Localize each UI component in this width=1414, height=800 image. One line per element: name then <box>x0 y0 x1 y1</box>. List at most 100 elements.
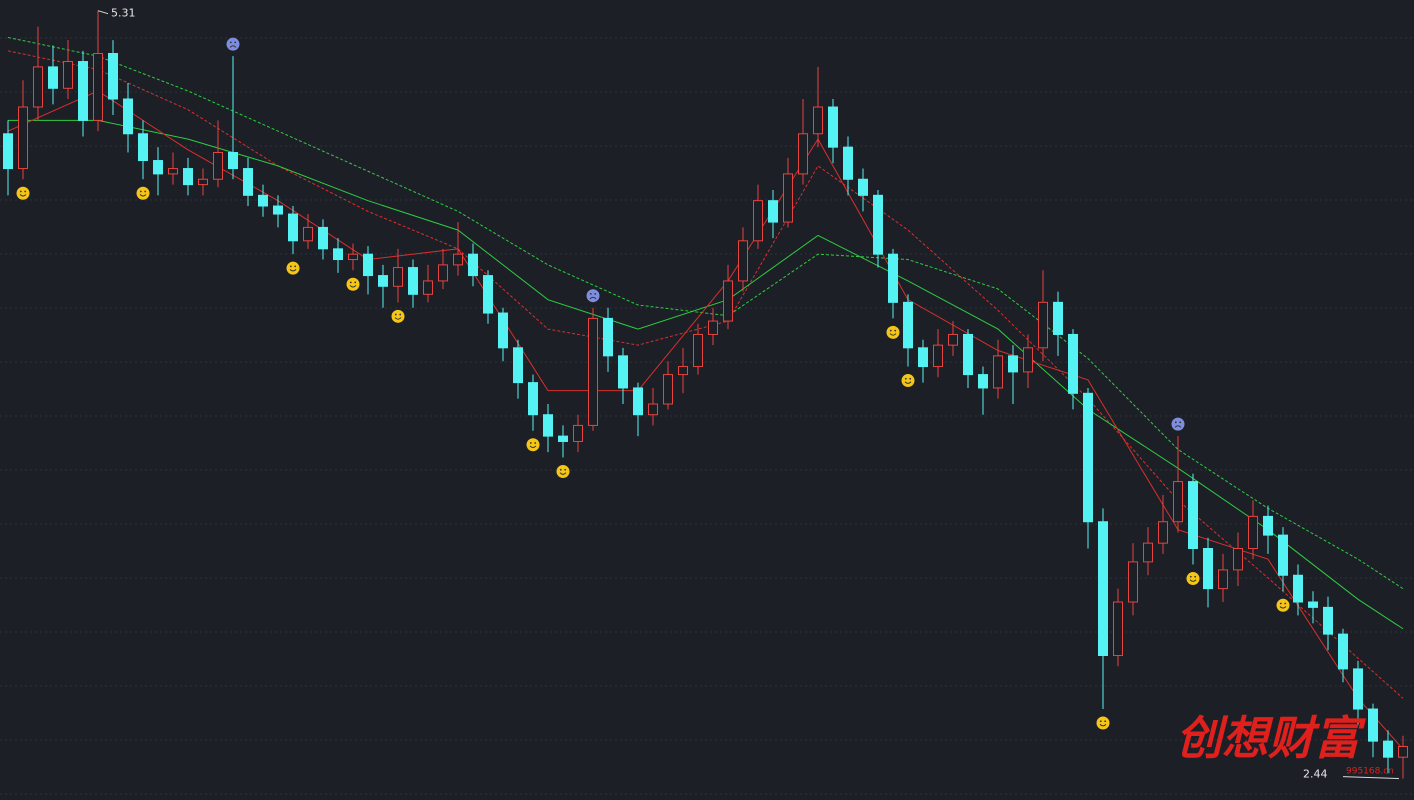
signal-face <box>1186 572 1200 586</box>
candle-body <box>318 226 328 250</box>
signal-eye <box>234 41 237 44</box>
candle-body <box>873 194 883 255</box>
candle-body <box>1083 392 1093 523</box>
signal-eye <box>594 292 597 295</box>
candle-body <box>468 253 478 277</box>
candle-body <box>1068 333 1078 394</box>
signal-face <box>526 438 540 452</box>
candles <box>3 10 1408 779</box>
low-pointer <box>1342 776 1400 780</box>
signals <box>16 37 1290 730</box>
grid <box>0 37 1414 795</box>
signal-face <box>136 186 150 200</box>
low-label: 2.44 <box>1303 768 1328 781</box>
candle-body <box>1158 521 1168 544</box>
candle-body <box>693 333 703 368</box>
candle-body <box>1278 534 1288 576</box>
candle-body <box>513 347 523 384</box>
candle-body <box>1383 740 1393 758</box>
candle-body <box>453 253 463 266</box>
candle-body <box>1338 633 1348 670</box>
candle-body <box>438 264 448 282</box>
signal-face <box>391 309 405 323</box>
candle-body <box>258 194 268 207</box>
candle-body <box>198 178 208 186</box>
signal-eye <box>399 313 402 316</box>
candle-body <box>1368 708 1378 742</box>
buy-signal <box>16 186 30 200</box>
candle-body <box>123 98 133 135</box>
signal-eye <box>19 190 22 193</box>
candle-body <box>1323 606 1333 635</box>
candle-body <box>1293 574 1303 603</box>
buy-signal <box>286 261 300 275</box>
signal-eye <box>564 468 567 471</box>
signal-face <box>886 325 900 339</box>
candle-body <box>483 275 493 314</box>
candle-body <box>288 213 298 242</box>
candle-body <box>738 240 748 282</box>
signal-face <box>226 37 240 51</box>
signal-face <box>556 465 570 479</box>
signal-eye <box>349 281 352 284</box>
candle-body <box>1098 521 1108 657</box>
candle-body <box>1113 601 1123 657</box>
candle-body <box>558 435 568 442</box>
candle-body <box>348 253 358 261</box>
signal-eye <box>1189 575 1192 578</box>
signal-face <box>346 277 360 291</box>
signal-eye <box>1179 421 1182 424</box>
signal-face <box>1096 716 1110 730</box>
candle-body <box>63 61 73 89</box>
candle-body <box>273 205 283 215</box>
candle-body <box>243 168 253 196</box>
candle-body <box>333 248 343 261</box>
candle-body <box>363 253 373 277</box>
signal-eye <box>394 313 397 316</box>
candle-body <box>528 382 538 416</box>
candle-body <box>1398 745 1408 758</box>
signal-mouth <box>589 296 597 300</box>
candle-body <box>213 152 223 180</box>
signal-eye <box>589 292 592 295</box>
candle-body <box>918 347 928 368</box>
buy-signal <box>346 277 360 291</box>
buy-signal <box>901 374 915 388</box>
signal-face <box>1171 417 1185 431</box>
candle-body <box>813 106 823 135</box>
buy-signal <box>136 186 150 200</box>
signal-eye <box>1284 602 1287 605</box>
signal-mouth <box>229 45 237 48</box>
candle-body <box>48 66 58 89</box>
candle-body <box>798 133 808 175</box>
candle-body <box>708 320 718 335</box>
candle-body <box>858 178 868 196</box>
candle-body <box>1023 347 1033 373</box>
signal-mouth <box>139 194 147 197</box>
candle-body <box>498 312 508 349</box>
candle-body <box>768 200 778 223</box>
signal-mouth <box>289 269 297 272</box>
candle-body <box>183 168 193 186</box>
signal-eye <box>894 329 897 332</box>
signal-eye <box>909 377 912 380</box>
signal-face <box>286 261 300 275</box>
candle-body <box>423 280 433 295</box>
buy-signal <box>1276 598 1290 612</box>
buy-signal <box>556 465 570 479</box>
candle-body <box>1173 481 1183 523</box>
signal-mouth <box>529 445 537 449</box>
candle-body <box>678 366 688 376</box>
candle-body <box>963 333 973 376</box>
signal-eye <box>529 442 532 444</box>
signal-eye <box>1174 421 1177 424</box>
candle-body <box>168 168 178 175</box>
candle-body <box>843 146 853 180</box>
high-pointer <box>97 10 109 15</box>
signal-face <box>1276 598 1290 612</box>
sell-signal <box>1171 417 1185 431</box>
candle-body <box>948 333 958 346</box>
candle-body <box>18 106 28 170</box>
